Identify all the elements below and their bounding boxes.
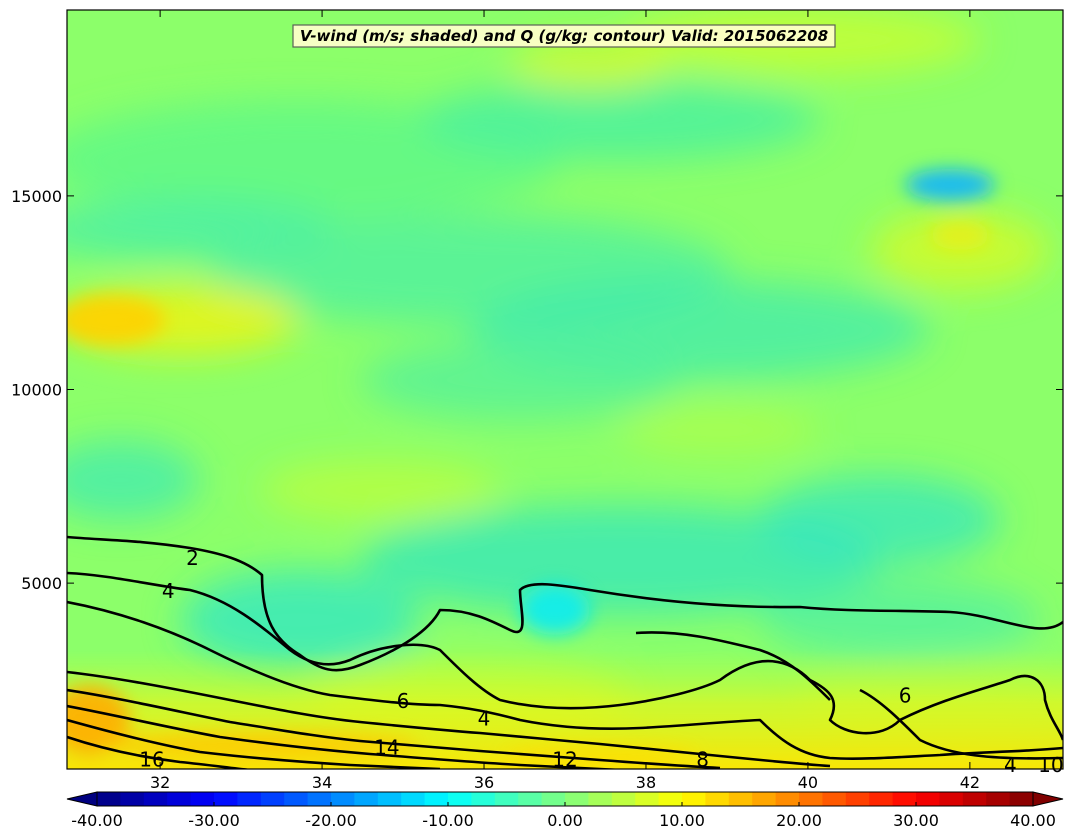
x-axis: 32 34 36 38 40 42 <box>150 10 980 792</box>
contour-label: 6 <box>397 689 410 713</box>
contour-lines <box>67 535 1063 769</box>
colorbar-segment <box>120 792 145 806</box>
contour-label: 4 <box>1004 753 1017 777</box>
colorbar-segment <box>635 792 660 806</box>
contour-label: 2 <box>186 546 199 570</box>
colorbar-segment <box>658 792 683 806</box>
colorbar-segment <box>494 792 519 806</box>
colorbar-tick-label: 20.00 <box>776 811 822 830</box>
colorbar-segment <box>986 792 1011 806</box>
colorbar-tick-label: 10.00 <box>659 811 705 830</box>
x-tick-label: 42 <box>960 773 980 792</box>
chart-title: V-wind (m/s; shaded) and Q (g/kg; contou… <box>300 27 828 45</box>
colorbar-segment <box>471 792 496 806</box>
colorbar-segment <box>377 792 402 806</box>
colorbar-tick-label: 0.00 <box>547 811 583 830</box>
y-axis: 5000 10000 15000 <box>11 187 1063 593</box>
x-tick-label: 40 <box>798 773 818 792</box>
colorbar-segment <box>916 792 940 806</box>
colorbar: -40.00 -30.00 -20.00 -10.00 0.00 10.00 20.00 30… <box>66 791 1064 830</box>
colorbar-segment <box>424 792 449 806</box>
y-tick-label: 15000 <box>11 187 62 206</box>
colorbar-segment <box>167 792 192 806</box>
contour-label: 12 <box>552 747 577 771</box>
colorbar-segment <box>214 792 238 806</box>
colorbar-segment <box>845 792 870 806</box>
y-tick-label: 10000 <box>11 381 62 400</box>
colorbar-tick-label: -20.00 <box>305 811 357 830</box>
colorbar-segment <box>401 792 426 806</box>
colorbar-segment <box>518 792 543 806</box>
colorbar-segment <box>97 792 121 806</box>
colorbar-segment <box>1009 792 1034 806</box>
colorbar-segment <box>448 792 472 806</box>
colorbar-tick-label: 30.00 <box>893 811 939 830</box>
x-tick-label: 36 <box>474 773 494 792</box>
colorbar-segment <box>962 792 987 806</box>
contour-label: 8 <box>696 747 709 771</box>
colorbar-segment <box>728 792 753 806</box>
colorbar-segment <box>822 792 847 806</box>
contour-label: 16 <box>139 747 164 771</box>
colorbar-segment <box>588 792 613 806</box>
colorbar-tick-label: -30.00 <box>188 811 240 830</box>
colorbar-segment <box>331 792 355 806</box>
contour-label: 10 <box>1038 753 1063 777</box>
colorbar-segment <box>541 792 566 806</box>
colorbar-segment <box>939 792 964 806</box>
colorbar-segment <box>892 792 917 806</box>
colorbar-segment <box>237 792 262 806</box>
contour-label: 14 <box>374 736 399 760</box>
x-tick-label: 38 <box>636 773 656 792</box>
colorbar-segment <box>799 792 823 806</box>
colorbar-tick-label: -40.00 <box>71 811 123 830</box>
colorbar-extend-max <box>1032 791 1064 807</box>
colorbar-tick-label: 40.00 <box>1010 811 1056 830</box>
contour-label: 4 <box>478 707 491 731</box>
colorbar-tick-label: -10.00 <box>422 811 474 830</box>
colorbar-segment <box>307 792 332 806</box>
colorbar-segment <box>611 792 636 806</box>
contour-label: 6 <box>899 683 912 707</box>
y-tick-label: 5000 <box>21 574 62 593</box>
x-tick-label: 32 <box>150 773 170 792</box>
colorbar-segment <box>705 792 730 806</box>
colorbar-segment <box>869 792 894 806</box>
colorbar-segment <box>190 792 215 806</box>
colorbar-segment <box>682 792 706 806</box>
chart-title-box: V-wind (m/s; shaded) and Q (g/kg; contou… <box>292 24 836 48</box>
colorbar-segment <box>565 792 589 806</box>
colorbar-segment <box>143 792 168 806</box>
colorbar-segment <box>775 792 800 806</box>
colorbar-segment <box>752 792 777 806</box>
shading-field <box>67 10 1063 769</box>
colorbar-extend-min <box>66 791 98 807</box>
colorbar-segment <box>354 792 379 806</box>
contour-label: 4 <box>162 579 175 603</box>
x-tick-label: 34 <box>312 773 332 792</box>
colorbar-segment <box>260 792 285 806</box>
colorbar-segment <box>284 792 309 806</box>
